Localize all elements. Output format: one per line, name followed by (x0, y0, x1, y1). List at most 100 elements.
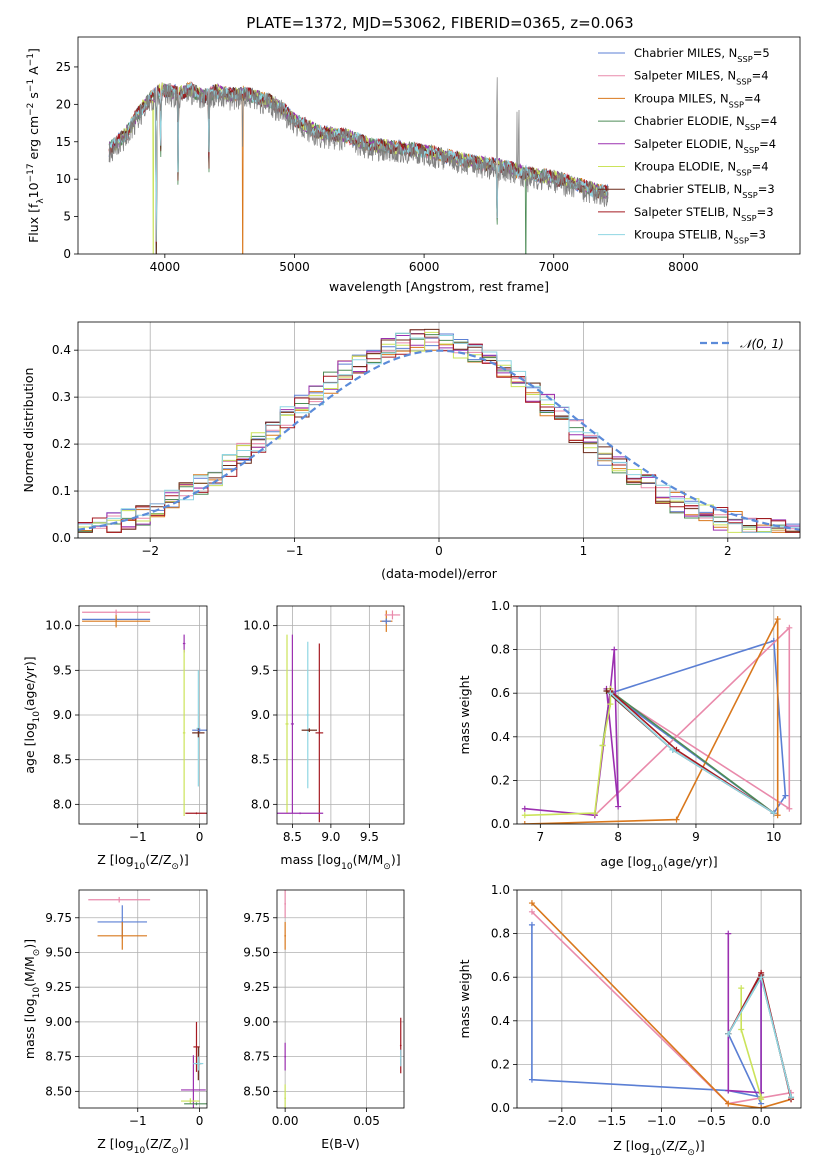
axes-frame (516, 889, 802, 1109)
x-tick-label: 8 (614, 830, 622, 844)
x-axis-label: Z [log10(Z/Z⊙)] (97, 852, 188, 872)
axes: 0.00 0.05 8.50 8.75 9.00 9.25 9.50 9.75 E(B-V) (243, 889, 405, 1151)
y-tick-label: 0.2 (491, 773, 510, 787)
panel-age_vs_Z: −1 0 8.0 8.5 9.0 9.5 10.0 Z [log10(Z/Z⊙)] age [l… (22, 605, 208, 872)
legend-entry: Salpeter MILES, NSSP=4 (634, 69, 769, 87)
plot-area (108, 77, 609, 254)
plot-area (88, 896, 207, 1108)
weight-marker-kroupa_stelib (669, 746, 676, 753)
plot-area (284, 890, 402, 1108)
panel-age_vs_mass: 8.5 9.0 9.5 8.0 8.5 9.0 9.5 10.0 mass [log10(M/M… (243, 605, 405, 872)
y-axis-label: mass [log10(M/M⊙)] (22, 939, 42, 1059)
legend-entry: Chabrier MILES, NSSP=5 (634, 46, 770, 64)
legend: Chabrier MILES, NSSP=5 Salpeter MILES, NS… (598, 46, 777, 246)
x-tick-label: −1.5 (597, 1114, 626, 1128)
axes-frame (276, 605, 405, 825)
y-axis-label: mass weight (457, 675, 472, 754)
model-line-kroupa_stelib (108, 81, 609, 242)
x-tick-label: 8000 (668, 260, 699, 274)
grid (517, 605, 801, 825)
y-tick-label: 8.50 (243, 1084, 270, 1098)
plot-area (78, 328, 800, 538)
y-tick-label: 15 (56, 135, 71, 149)
weight-marker-kroupa_elodie (758, 1096, 765, 1103)
axes-frame (516, 605, 802, 825)
y-tick-label: 0.0 (491, 1101, 510, 1115)
y-tick-label: 5 (63, 210, 71, 224)
legend-entry: Salpeter ELODIE, NSSP=4 (634, 137, 776, 155)
x-tick-label: 6000 (409, 260, 440, 274)
x-tick-label: 0 (435, 544, 443, 558)
y-tick-label: 9.75 (45, 911, 72, 925)
x-tick-label: −1 (129, 830, 147, 844)
weight-marker-salpeter_elodie (611, 646, 618, 653)
x-tick-label: −2 (141, 544, 159, 558)
y-tick-label: 9.75 (243, 911, 270, 925)
axes: −2.0 −1.5 −1.0 −0.5 0.0 0.0 0.2 0.4 0.6 0.8 1.0 Z [… (457, 883, 802, 1158)
gaussian-reference-curve (78, 349, 800, 531)
weight-line-salpeter_elodie (727, 933, 762, 1094)
weight-marker-kroupa_miles (774, 812, 781, 819)
x-tick-label: −1.0 (647, 1114, 676, 1128)
weight-marker-salpeter_elodie (725, 930, 732, 937)
y-tick-label: 8.75 (45, 1050, 72, 1064)
y-tick-label: 10 (56, 172, 71, 186)
y-tick-label: 10.0 (45, 619, 72, 633)
x-axis-label: (data-model)/error (381, 566, 498, 581)
x-tick-label: 2 (724, 544, 732, 558)
x-tick-label: 4000 (150, 260, 181, 274)
axes-frame (78, 605, 208, 825)
y-tick-label: 0 (63, 247, 71, 261)
weight-marker-salpeter_elodie (725, 1087, 732, 1094)
x-tick-label: 7000 (538, 260, 569, 274)
y-tick-label: 0.1 (52, 484, 71, 498)
panel-spectrum: 4000 5000 6000 7000 8000 0 5 10 15 20 25 wavelength… (26, 36, 801, 294)
panel-massweight_vs_Z: −2.0 −1.5 −1.0 −0.5 0.0 0.0 0.2 0.4 0.6 0.8 1.0 Z [… (457, 883, 802, 1158)
y-tick-label: 9.0 (251, 708, 270, 722)
x-tick-label: −0.5 (697, 1114, 726, 1128)
y-tick-label: 0.0 (491, 817, 510, 831)
y-axis-label: mass weight (457, 959, 472, 1038)
weight-marker-chabrier_miles (528, 921, 535, 928)
legend-entry: Kroupa ELODIE, NSSP=4 (634, 160, 769, 178)
y-tick-label: 8.0 (251, 797, 270, 811)
x-axis-label: Z [log10(Z/Z⊙)] (97, 1136, 188, 1156)
panel-mass_vs_Z: −1 0 8.50 8.75 9.00 9.25 9.50 9.75 Z [log10(Z/Z⊙… (22, 889, 208, 1156)
weight-line-salpeter_miles (594, 625, 791, 816)
weight-marker-kroupa_miles (758, 1105, 765, 1108)
panel-massweight_vs_age: 7 8 9 10 0.0 0.2 0.4 0.6 0.8 1.0 age [log10(age/yr… (457, 599, 802, 874)
weight-marker-kroupa_stelib (725, 1030, 732, 1037)
y-tick-label: 1.0 (491, 599, 510, 613)
y-tick-label: 0.3 (52, 390, 71, 404)
y-tick-label: 0.4 (52, 343, 71, 357)
axes-frame (78, 889, 208, 1109)
x-tick-label: 8.5 (283, 830, 302, 844)
y-tick-label: 0.8 (491, 643, 510, 657)
histogram-kroupa_stelib (78, 332, 800, 538)
plot-area (521, 616, 793, 824)
y-tick-label: 8.50 (45, 1084, 72, 1098)
x-tick-label: 9.5 (360, 830, 379, 844)
weight-marker-kroupa_elodie (599, 742, 606, 749)
plot-area (277, 610, 401, 823)
weight-marker-salpeter_elodie (615, 803, 622, 810)
legend-entry: Chabrier ELODIE, NSSP=4 (634, 114, 777, 132)
legend-entry: Kroupa MILES, NSSP=4 (634, 91, 761, 109)
y-tick-label: 0.8 (491, 927, 510, 941)
weight-marker-kroupa_elodie (738, 985, 745, 992)
weight-marker-chabrier_miles (528, 1076, 535, 1083)
y-tick-label: 9.00 (243, 1015, 270, 1029)
panels: 4000 5000 6000 7000 80000510152025wavelength… (21, 36, 802, 1158)
grid (277, 890, 404, 1108)
y-axis-label: age [log10(age/yr)] (22, 656, 42, 773)
weight-line-chabrier_miles (609, 639, 787, 815)
weight-marker-kroupa_stelib (607, 690, 614, 697)
y-tick-label: 0.4 (491, 730, 510, 744)
x-tick-label: −2.0 (547, 1114, 576, 1128)
panel-mass_vs_ebv: 0.00 0.05 8.50 8.75 9.00 9.25 9.50 9.75 E(B-V) (243, 889, 405, 1151)
panel-residual_hist: −2 −1 0 1 2 0.0 0.1 0.2 0.3 0.4 (data-model)/error… (21, 321, 801, 581)
y-tick-label: 9.5 (53, 663, 72, 677)
weight-marker-kroupa_stelib (788, 1094, 795, 1101)
y-tick-label: 10.0 (243, 619, 270, 633)
legend-entry: 𝒩(0, 1) (740, 337, 784, 351)
